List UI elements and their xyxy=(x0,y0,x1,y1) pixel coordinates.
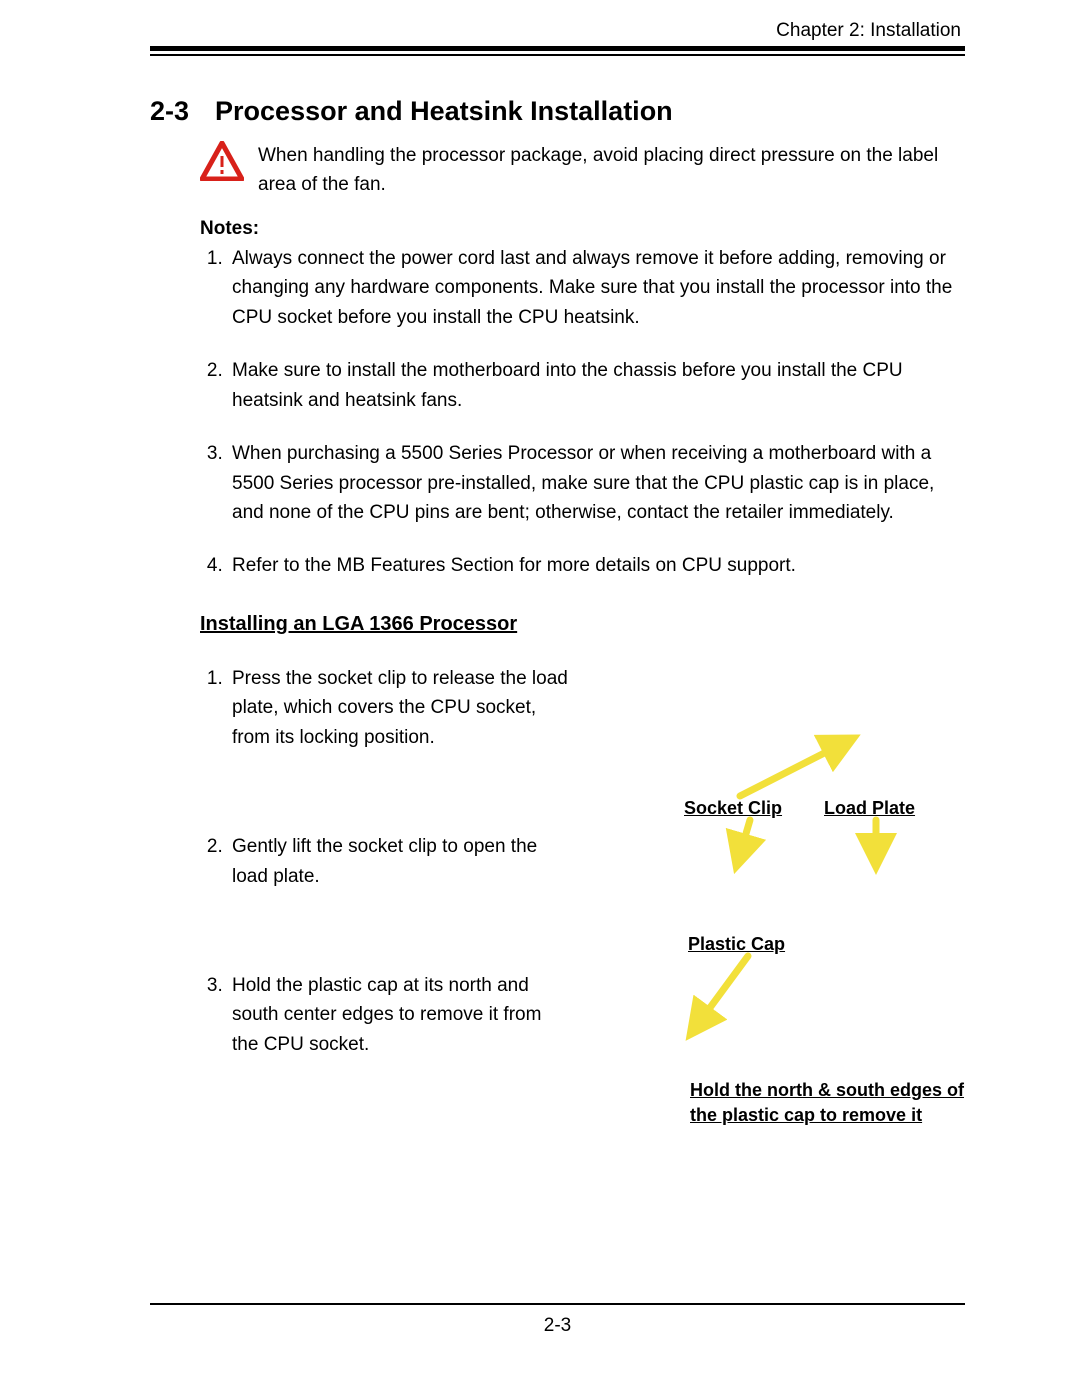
section-title: 2-3 Processor and Heatsink Installation xyxy=(150,96,965,127)
section-title-text: Processor and Heatsink Installation xyxy=(215,96,673,126)
header-rule-thin xyxy=(150,54,965,56)
diagram-arrow-up-right xyxy=(740,744,842,796)
step-item: Gently lift the socket clip to open the … xyxy=(228,832,568,891)
note-item: Make sure to install the motherboard int… xyxy=(228,356,965,415)
section-number: 2-3 xyxy=(150,96,189,127)
label-socket-clip: Socket Clip xyxy=(684,798,782,819)
step-item: Hold the plastic cap at its north and so… xyxy=(228,971,568,1059)
steps-list: Press the socket clip to release the loa… xyxy=(200,664,568,1184)
notes-heading: Notes: xyxy=(200,218,965,240)
warning-triangle-icon xyxy=(200,141,244,186)
label-caption: Hold the north & south edges of the plas… xyxy=(690,1078,990,1128)
notes-list: Always connect the power cord last and a… xyxy=(200,244,965,581)
page-number: 2-3 xyxy=(150,1315,965,1337)
note-item: Always connect the power cord last and a… xyxy=(228,244,965,332)
step-item: Press the socket clip to release the loa… xyxy=(228,664,568,752)
footer: 2-3 xyxy=(150,1303,965,1337)
diagram: Socket Clip Load Plate Plastic Cap Hold … xyxy=(588,664,965,1184)
note-item: Refer to the MB Features Section for mor… xyxy=(228,551,965,580)
warning-block: When handling the processor package, avo… xyxy=(150,141,965,200)
header-rule-thick xyxy=(150,46,965,51)
chapter-label: Chapter 2: Installation xyxy=(150,20,965,42)
label-load-plate: Load Plate xyxy=(824,798,915,819)
warning-text: When handling the processor package, avo… xyxy=(258,141,965,200)
diagram-arrow-sc-down xyxy=(740,820,750,854)
label-plastic-cap: Plastic Cap xyxy=(688,934,785,955)
footer-rule xyxy=(150,1303,965,1305)
sub-heading: Installing an LGA 1366 Processor xyxy=(200,613,965,636)
diagram-arrow-pc-diag xyxy=(698,956,748,1024)
note-item: When purchasing a 5500 Series Processor … xyxy=(228,439,965,527)
